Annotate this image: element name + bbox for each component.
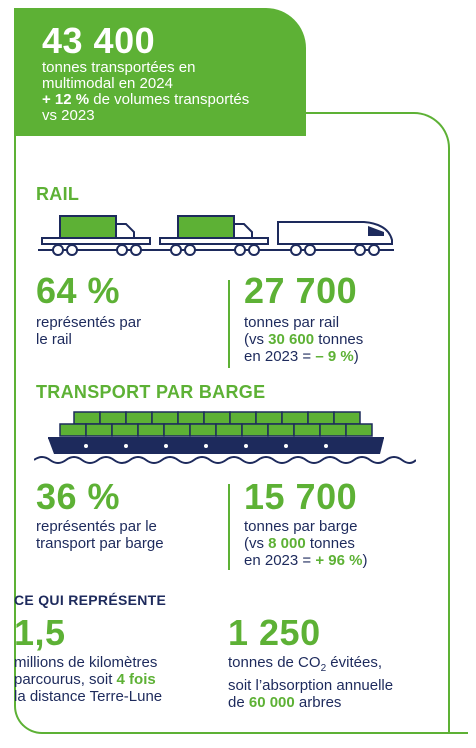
rail-cmp2-prefix: en 2023 =: [244, 348, 316, 365]
rail-cmp-suffix: tonnes: [314, 331, 364, 348]
barge-share-line-2: transport par barge: [36, 535, 164, 552]
co2-line-1: tonnes de CO2 évitées,: [228, 654, 393, 677]
rail-tonnes-text: tonnes par rail (vs 30 600 tonnes en 202…: [244, 314, 363, 365]
rail-cmp2-suffix: ): [353, 348, 359, 365]
co2-line-3-bold: 60 000: [248, 694, 295, 711]
barge-share-value: 36 %: [36, 476, 121, 517]
rail-share-text: représentés par le rail: [36, 314, 141, 348]
headline-line-1: tonnes transportées en: [42, 59, 196, 76]
rail-compare-line-1: (vs 30 600 tonnes: [244, 331, 363, 348]
headline-line-2: multimodal en 2024: [42, 75, 173, 92]
rail-compare-line-2: en 2023 = – 9 %): [244, 348, 363, 365]
km-line-3: la distance Terre-Lune: [14, 688, 163, 705]
co2-line-3: de 60 000 arbres: [228, 694, 393, 711]
barge-cmp2-suffix: ): [362, 552, 368, 569]
barge-share-text: représentés par le transport par barge: [36, 518, 164, 552]
co2-line-2: soit l’absorption annuelle: [228, 677, 394, 694]
rail-tonnes-line-1: tonnes par rail: [244, 314, 340, 331]
rail-divider: [228, 280, 230, 368]
co2-line-1-prefix: tonnes de CO: [228, 654, 321, 671]
barge-compare-line-2: en 2023 = + 96 %): [244, 552, 367, 569]
rail-tonnes-value: 27 700: [244, 270, 358, 311]
km-line-2: parcourus, soit 4 fois: [14, 671, 162, 688]
barge-cmp2-bold: + 96 %: [315, 552, 363, 569]
rail-title: RAIL: [36, 184, 80, 204]
km-text: millions de kilomètres parcourus, soit 4…: [14, 654, 162, 705]
co2-text: tonnes de CO2 évitées, soit l’absorption…: [228, 654, 393, 711]
summary-title: CE QUI REPRÉSENTE: [14, 592, 167, 608]
barge-cmp-prefix: (vs: [244, 535, 269, 552]
co2-line-3-suffix: arbres: [294, 694, 342, 711]
barge-compare-line-1: (vs 8 000 tonnes: [244, 535, 367, 552]
co2-line-1-suffix: évitées,: [326, 654, 382, 671]
co2-subscript: 2: [320, 663, 327, 674]
headline-growth-line-2: vs 2023: [42, 107, 95, 124]
barge-tonnes-line-1: tonnes par barge: [244, 518, 358, 535]
barge-cmp-suffix: tonnes: [305, 535, 355, 552]
train-illustration: [38, 215, 394, 256]
frame-border: [14, 112, 468, 734]
growth-bold: + 12 %: [42, 91, 90, 108]
barge-title: TRANSPORT PAR BARGE: [36, 382, 266, 402]
barge-divider: [228, 484, 230, 570]
rail-share-line-2: le rail: [36, 331, 72, 348]
rail-cmp-bold: 30 600: [268, 331, 315, 348]
km-value: 1,5: [14, 612, 66, 653]
rail-cmp2-bold: – 9 %: [315, 348, 354, 365]
headline-value: 43 400: [42, 20, 156, 61]
barge-illustration: [34, 411, 416, 464]
co2-line-3-prefix: de: [228, 694, 249, 711]
rail-share-line-1: représentés par: [36, 314, 142, 331]
rail-cmp-prefix: (vs: [244, 331, 269, 348]
growth-rest: de volumes transportés: [89, 91, 250, 108]
barge-tonnes-text: tonnes par barge (vs 8 000 tonnes en 202…: [244, 518, 367, 569]
km-line-1: millions de kilomètres: [14, 654, 158, 671]
co2-value: 1 250: [228, 612, 321, 653]
km-line-2-bold: 4 fois: [116, 671, 156, 688]
barge-cmp2-prefix: en 2023 =: [244, 552, 316, 569]
km-line-2-prefix: parcourus, soit: [14, 671, 117, 688]
headline-growth: + 12 % de volumes transportés: [42, 92, 306, 108]
frame-border-top-right: [300, 112, 450, 732]
headline-block: 43 400 tonnes transportées en multimodal…: [14, 8, 306, 136]
barge-share-line-1: représentés par le: [36, 518, 157, 535]
barge-tonnes-value: 15 700: [244, 476, 358, 517]
barge-cmp-bold: 8 000: [268, 535, 306, 552]
rail-share-value: 64 %: [36, 270, 121, 311]
